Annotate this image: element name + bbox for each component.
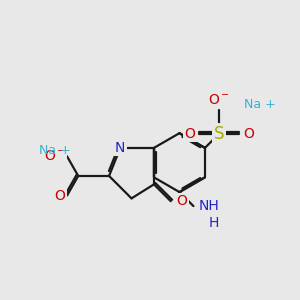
Text: S: S <box>214 125 224 143</box>
Text: Na +: Na + <box>244 98 276 111</box>
Text: O: O <box>176 194 187 208</box>
Text: NH: NH <box>199 199 220 213</box>
Text: O: O <box>184 127 195 141</box>
Text: O$^-$: O$^-$ <box>208 93 230 107</box>
Text: H: H <box>209 216 219 230</box>
Text: O: O <box>55 189 66 202</box>
Text: Na +: Na + <box>39 144 71 157</box>
Text: O$^-$: O$^-$ <box>44 149 66 163</box>
Text: O: O <box>243 127 254 141</box>
Text: N: N <box>115 141 125 155</box>
